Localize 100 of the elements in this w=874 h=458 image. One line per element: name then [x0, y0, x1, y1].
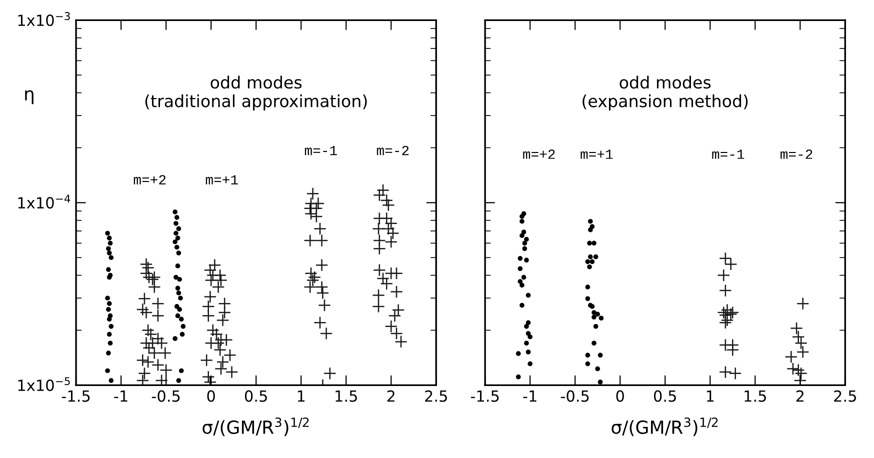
point: [106, 267, 111, 272]
annotation: m=-1: [712, 150, 744, 159]
x-tick-label: 2.5: [834, 390, 856, 402]
point: [585, 284, 590, 290]
y-tick-label: 1x10$^{−5}$: [18, 377, 70, 392]
x-tick-label: -0.5: [560, 390, 589, 402]
point: [180, 324, 186, 329]
point: [588, 254, 593, 260]
point: [526, 350, 531, 354]
point: [794, 366, 808, 380]
point: [784, 350, 798, 364]
x-tick-label: -1: [114, 390, 128, 402]
point: [108, 324, 114, 329]
point: [521, 274, 526, 280]
x-axis-title: σ/(GM/R$^{3}$)$^{1/2}$: [202, 417, 309, 436]
point: [524, 324, 529, 329]
annotation: m=+2: [523, 150, 555, 159]
point: [174, 244, 180, 250]
point: [588, 218, 593, 224]
point: [592, 240, 596, 246]
point: [106, 236, 112, 240]
x-tick-label: 0.5: [654, 390, 676, 402]
point: [175, 286, 180, 291]
point: [794, 336, 808, 350]
point: [524, 340, 529, 346]
x-axis-title: σ/(GM/R$^{3}$)$^{1/2}$: [612, 417, 718, 436]
x-tick-label: 0: [207, 390, 215, 402]
point: [590, 259, 595, 264]
point: [592, 340, 596, 346]
point: [528, 334, 532, 340]
point: [522, 240, 528, 246]
point: [718, 252, 732, 265]
x-tick-label: -1.5: [62, 390, 90, 402]
x-tick-label: -0.5: [152, 390, 180, 402]
point: [172, 239, 178, 244]
point: [108, 378, 114, 383]
point: [105, 230, 110, 236]
x-tick-label: 1: [706, 390, 714, 402]
point: [588, 227, 593, 232]
point: [106, 246, 111, 252]
point: [105, 296, 110, 301]
point: [520, 302, 524, 308]
x-tick-label: -1: [523, 390, 536, 402]
point: [520, 282, 524, 288]
x-tick-label: -1.5: [470, 390, 499, 402]
point: [106, 350, 111, 356]
point: [724, 258, 738, 271]
point: [792, 330, 805, 344]
point: [528, 361, 532, 366]
point: [593, 324, 598, 329]
x-tick-label: 1.5: [744, 390, 766, 402]
annotation: m=-2: [376, 146, 409, 156]
point: [108, 240, 113, 246]
x-tick-label: 0.5: [244, 390, 267, 402]
point: [174, 230, 178, 236]
point: [598, 316, 604, 321]
text: odd modes (expansion method): [582, 76, 748, 111]
point: [175, 313, 180, 318]
point: [796, 297, 810, 310]
x-tick-label: 2: [796, 390, 804, 402]
point: [106, 250, 112, 256]
point: [718, 366, 732, 378]
point: [518, 256, 523, 261]
point: [796, 346, 810, 358]
annotation: m=-1: [304, 146, 337, 156]
point: [524, 258, 529, 263]
annotation: m=+1: [206, 175, 238, 184]
point: [720, 304, 734, 316]
point: [177, 276, 182, 282]
annotation: m=-2: [780, 150, 812, 159]
point: [180, 332, 185, 337]
point: [587, 240, 592, 246]
point: [106, 332, 112, 337]
point: [177, 307, 182, 312]
point: [585, 352, 590, 358]
point: [175, 264, 180, 268]
point: [175, 236, 180, 240]
point: [595, 366, 600, 372]
point: [792, 364, 805, 377]
point: [174, 220, 178, 226]
point: [178, 368, 184, 374]
point: [718, 284, 732, 297]
point: [106, 316, 112, 322]
point: [108, 340, 113, 346]
annotation: m=+1: [580, 150, 613, 159]
point: [176, 226, 182, 232]
point: [598, 380, 603, 384]
point: [592, 314, 596, 320]
point: [717, 268, 730, 282]
point: [524, 236, 529, 242]
point: [786, 362, 800, 376]
point: [520, 233, 524, 238]
point: [178, 296, 183, 301]
point: [587, 264, 592, 270]
point: [176, 290, 182, 296]
point: [518, 279, 523, 284]
point: [174, 274, 178, 280]
point: [526, 292, 531, 298]
x-tick-label: 0: [616, 390, 624, 402]
point: [106, 301, 112, 306]
